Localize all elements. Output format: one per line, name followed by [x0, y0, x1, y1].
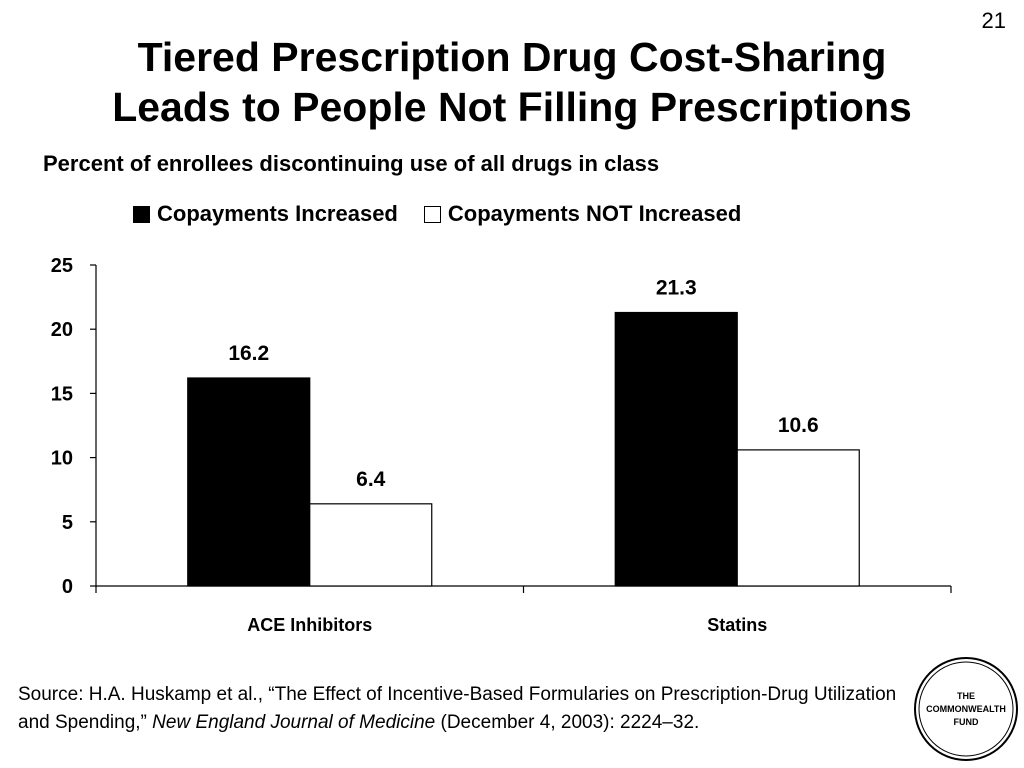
source-suffix: (December 4, 2003): 2224–32.	[435, 712, 700, 733]
source-journal: New England Journal of Medicine	[152, 712, 436, 733]
y-tick-label-3: 15	[51, 383, 73, 405]
data-label-increased-1: 21.3	[656, 277, 697, 300]
data-label-not-increased-1: 10.6	[778, 414, 819, 437]
bar-increased-0	[187, 377, 311, 587]
slide-title-line-1: Tiered Prescription Drug Cost-Sharing	[137, 34, 887, 80]
x-category-label-0: ACE Inhibitors	[247, 615, 372, 635]
y-tick-label-0: 0	[62, 576, 73, 598]
y-tick-label-4: 20	[51, 319, 73, 341]
chart-plot-area: 0 5 10 15 20 25 16.2 6.4 ACE Inhibitors 21.3 10.6 S…	[51, 255, 952, 635]
legend-item-increased: Copayments Increased	[133, 201, 398, 227]
logo-line-1: THE	[957, 691, 975, 701]
bar-not-increased-0	[309, 503, 433, 587]
bar-chart: 0 5 10 15 20 25 16.2 6.4 ACE Inhibitors 21.3 10.6 S…	[51, 255, 952, 635]
legend-label-not-increased: Copayments NOT Increased	[447, 201, 742, 226]
slide-number: 21	[981, 8, 1006, 33]
x-category-label-1: Statins	[707, 615, 767, 635]
bar-increased-1	[614, 311, 738, 587]
chart-subtitle: Percent of enrollees discontinuing use o…	[43, 151, 660, 176]
y-tick-label-1: 5	[62, 512, 73, 534]
y-tick-label-2: 10	[51, 448, 73, 470]
legend-swatch-not-increased	[423, 205, 441, 223]
legend-swatch-increased	[133, 205, 150, 223]
data-label-increased-0: 16.2	[228, 342, 269, 365]
legend-label-increased: Copayments Increased	[157, 201, 398, 226]
slide-title: Tiered Prescription Drug Cost-Sharing Le…	[0, 32, 1024, 132]
source-citation: Source: H.A. Huskamp et al., “The Effect…	[18, 681, 898, 737]
bar-not-increased-1	[736, 449, 860, 587]
slide-title-line-2: Leads to People Not Filling Prescription…	[112, 84, 912, 130]
source-prefix: Source: H.A. Huskamp et al., “The Effect…	[18, 684, 897, 733]
logo-line-3: FUND	[954, 717, 979, 727]
legend-item-not-increased: Copayments NOT Increased	[423, 201, 742, 227]
commonwealth-fund-logo: THE COMMONWEALTH FUND	[914, 657, 1018, 761]
y-tick-label-5: 25	[51, 255, 73, 277]
data-label-not-increased-0: 6.4	[356, 468, 386, 491]
chart-legend: Copayments Increased Copayments NOT Incr…	[133, 201, 767, 227]
logo-line-2: COMMONWEALTH	[926, 704, 1006, 714]
